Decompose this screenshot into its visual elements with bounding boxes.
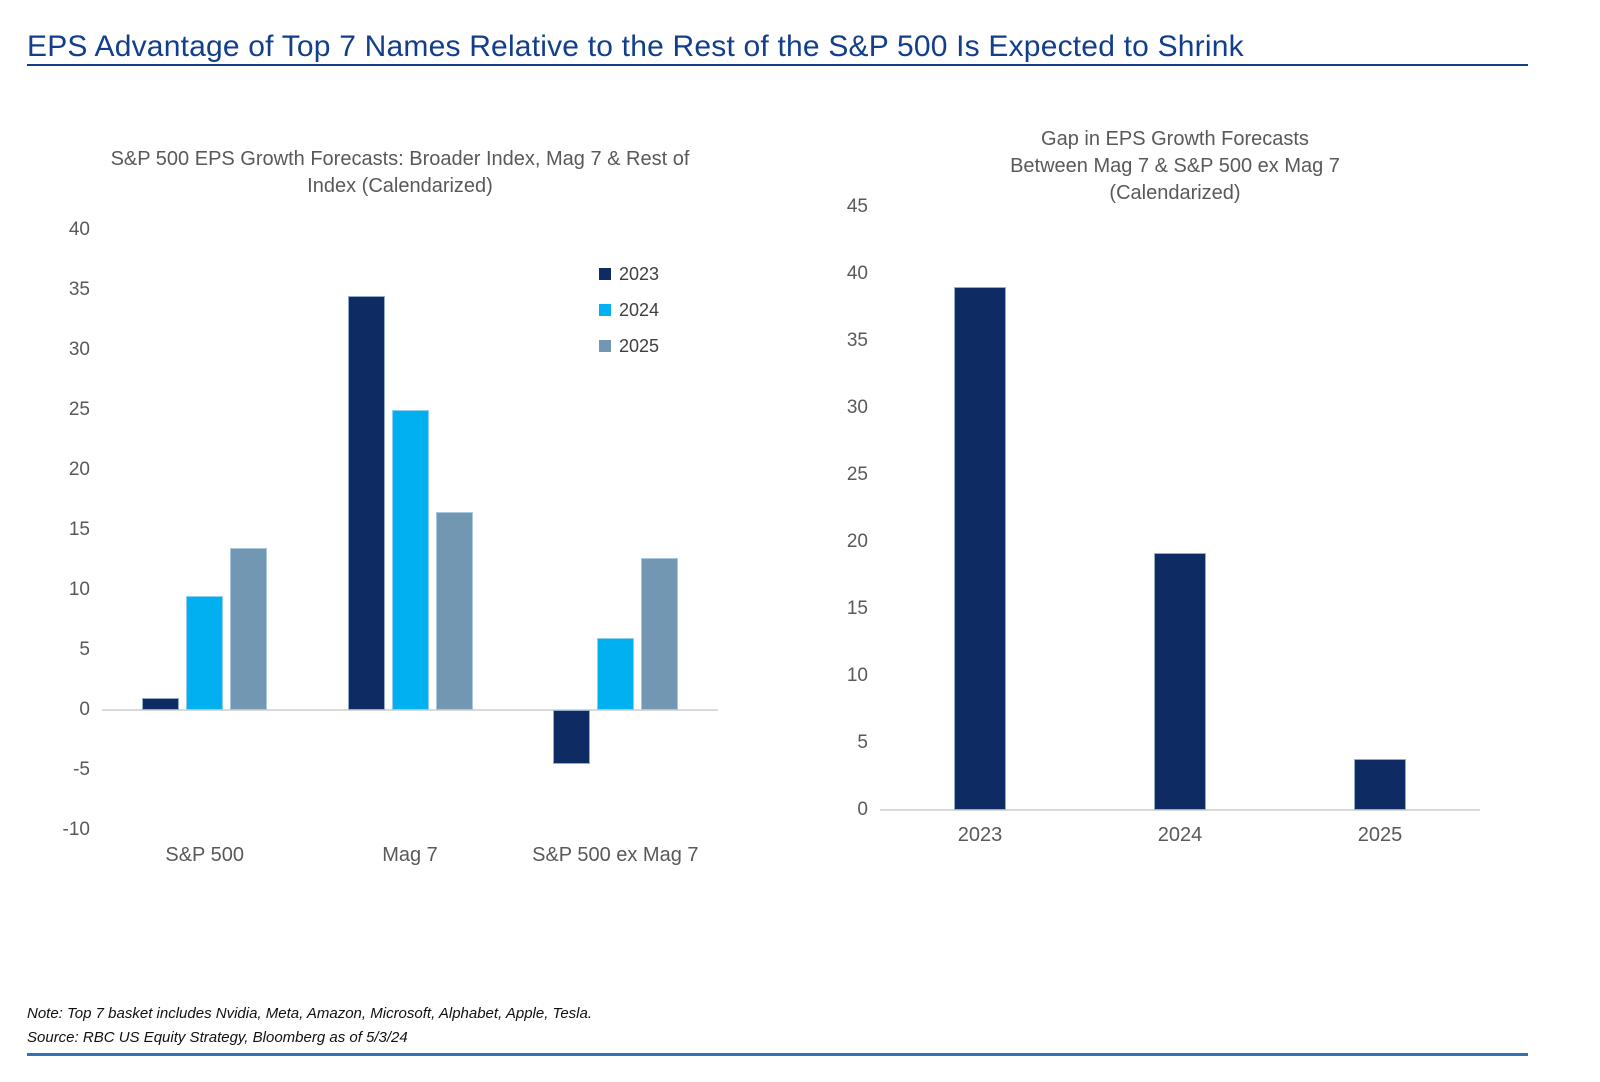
x-axis-line <box>880 809 1480 811</box>
bottom-rule <box>27 1053 1528 1056</box>
x-axis-category-label: 2024 <box>1157 824 1203 846</box>
y-axis-tick-label: 15 <box>68 519 90 540</box>
bar-s&p-500-2023 <box>142 698 180 710</box>
left-chart-title: S&P 500 EPS Growth Forecasts: Broader In… <box>110 148 690 197</box>
x-axis-category-label: S&P 500 ex Mag 7 <box>532 844 699 866</box>
y-axis-tick-label: 5 <box>79 639 90 660</box>
y-axis-tick-label: 45 <box>846 196 868 217</box>
bar-s&p-500-ex-mag-7-2025 <box>640 557 678 710</box>
bar-mag-7-2024 <box>391 410 429 710</box>
y-axis-tick-label: 40 <box>846 263 868 284</box>
y-axis-tick-label: 40 <box>68 219 90 240</box>
legend: 2023 2024 2025 <box>599 256 659 364</box>
y-axis-tick-label: -10 <box>62 819 90 840</box>
bar-s&p-500-ex-mag-7-2023 <box>552 710 590 764</box>
y-axis-tick-label: 20 <box>846 531 868 552</box>
y-axis-tick-label: 10 <box>846 665 868 686</box>
x-axis-category-label: Mag 7 <box>382 844 438 866</box>
bar-mag-7-2025 <box>435 512 473 710</box>
source-text: Source: RBC US Equity Strategy, Bloomber… <box>27 1029 408 1046</box>
right-chart-title: Gap in EPS Growth Forecasts Between Mag … <box>1010 128 1340 204</box>
right-chart-plot: 45 40 35 30 25 20 15 10 5 0 2023 2024 2025 <box>847 196 1480 846</box>
y-axis-tick-label: 10 <box>68 579 90 600</box>
legend-label: 2024 <box>619 299 660 320</box>
title-underline <box>27 64 1528 66</box>
y-axis-tick-label: 35 <box>846 330 868 351</box>
y-axis-tick-label: 25 <box>846 464 868 485</box>
bar-2024-gap <box>1154 552 1206 810</box>
bar-s&p-500-2024 <box>186 596 224 710</box>
y-axis-tick-label: 30 <box>846 397 868 418</box>
bar-s&p-500-ex-mag-7-2024 <box>596 638 634 710</box>
legend-label: 2025 <box>619 335 660 356</box>
y-axis-tick-label: -5 <box>73 759 90 780</box>
left-chart-plot: 40 35 30 25 20 15 10 5 0 -5 -10 S&P 500 Mag 7 S&P 500… <box>63 219 718 866</box>
y-axis-tick-label: 0 <box>79 699 90 720</box>
legend-swatch-icon <box>599 340 611 352</box>
x-axis-category-label: S&P 500 <box>165 844 244 866</box>
x-axis-category-label: 2023 <box>957 824 1003 846</box>
note-text: Note: Top 7 basket includes Nvidia, Meta… <box>27 1005 593 1022</box>
y-axis-tick-label: 35 <box>68 279 90 300</box>
y-axis-tick-label: 20 <box>68 459 90 480</box>
page-title: EPS Advantage of Top 7 Names Relative to… <box>27 30 1244 64</box>
legend-swatch-icon <box>599 304 611 316</box>
y-axis-tick-label: 15 <box>846 598 868 619</box>
bar-mag-7-2023 <box>347 296 385 710</box>
y-axis-tick-label: 30 <box>68 339 90 360</box>
x-axis-line <box>102 709 718 711</box>
bar-2023-gap <box>954 287 1006 810</box>
bar-2025-gap <box>1354 759 1406 810</box>
bar-s&p-500-2025 <box>230 548 268 710</box>
y-axis-tick-label: 25 <box>68 399 90 420</box>
x-axis-category-label: 2025 <box>1357 824 1403 846</box>
legend-item-2023: 2023 <box>599 256 659 292</box>
y-axis-tick-label: 5 <box>857 732 868 753</box>
legend-swatch-icon <box>599 268 611 280</box>
legend-item-2024: 2024 <box>599 292 659 328</box>
legend-label: 2023 <box>619 263 660 284</box>
legend-item-2025: 2025 <box>599 328 659 364</box>
y-axis-tick-label: 0 <box>857 799 868 820</box>
